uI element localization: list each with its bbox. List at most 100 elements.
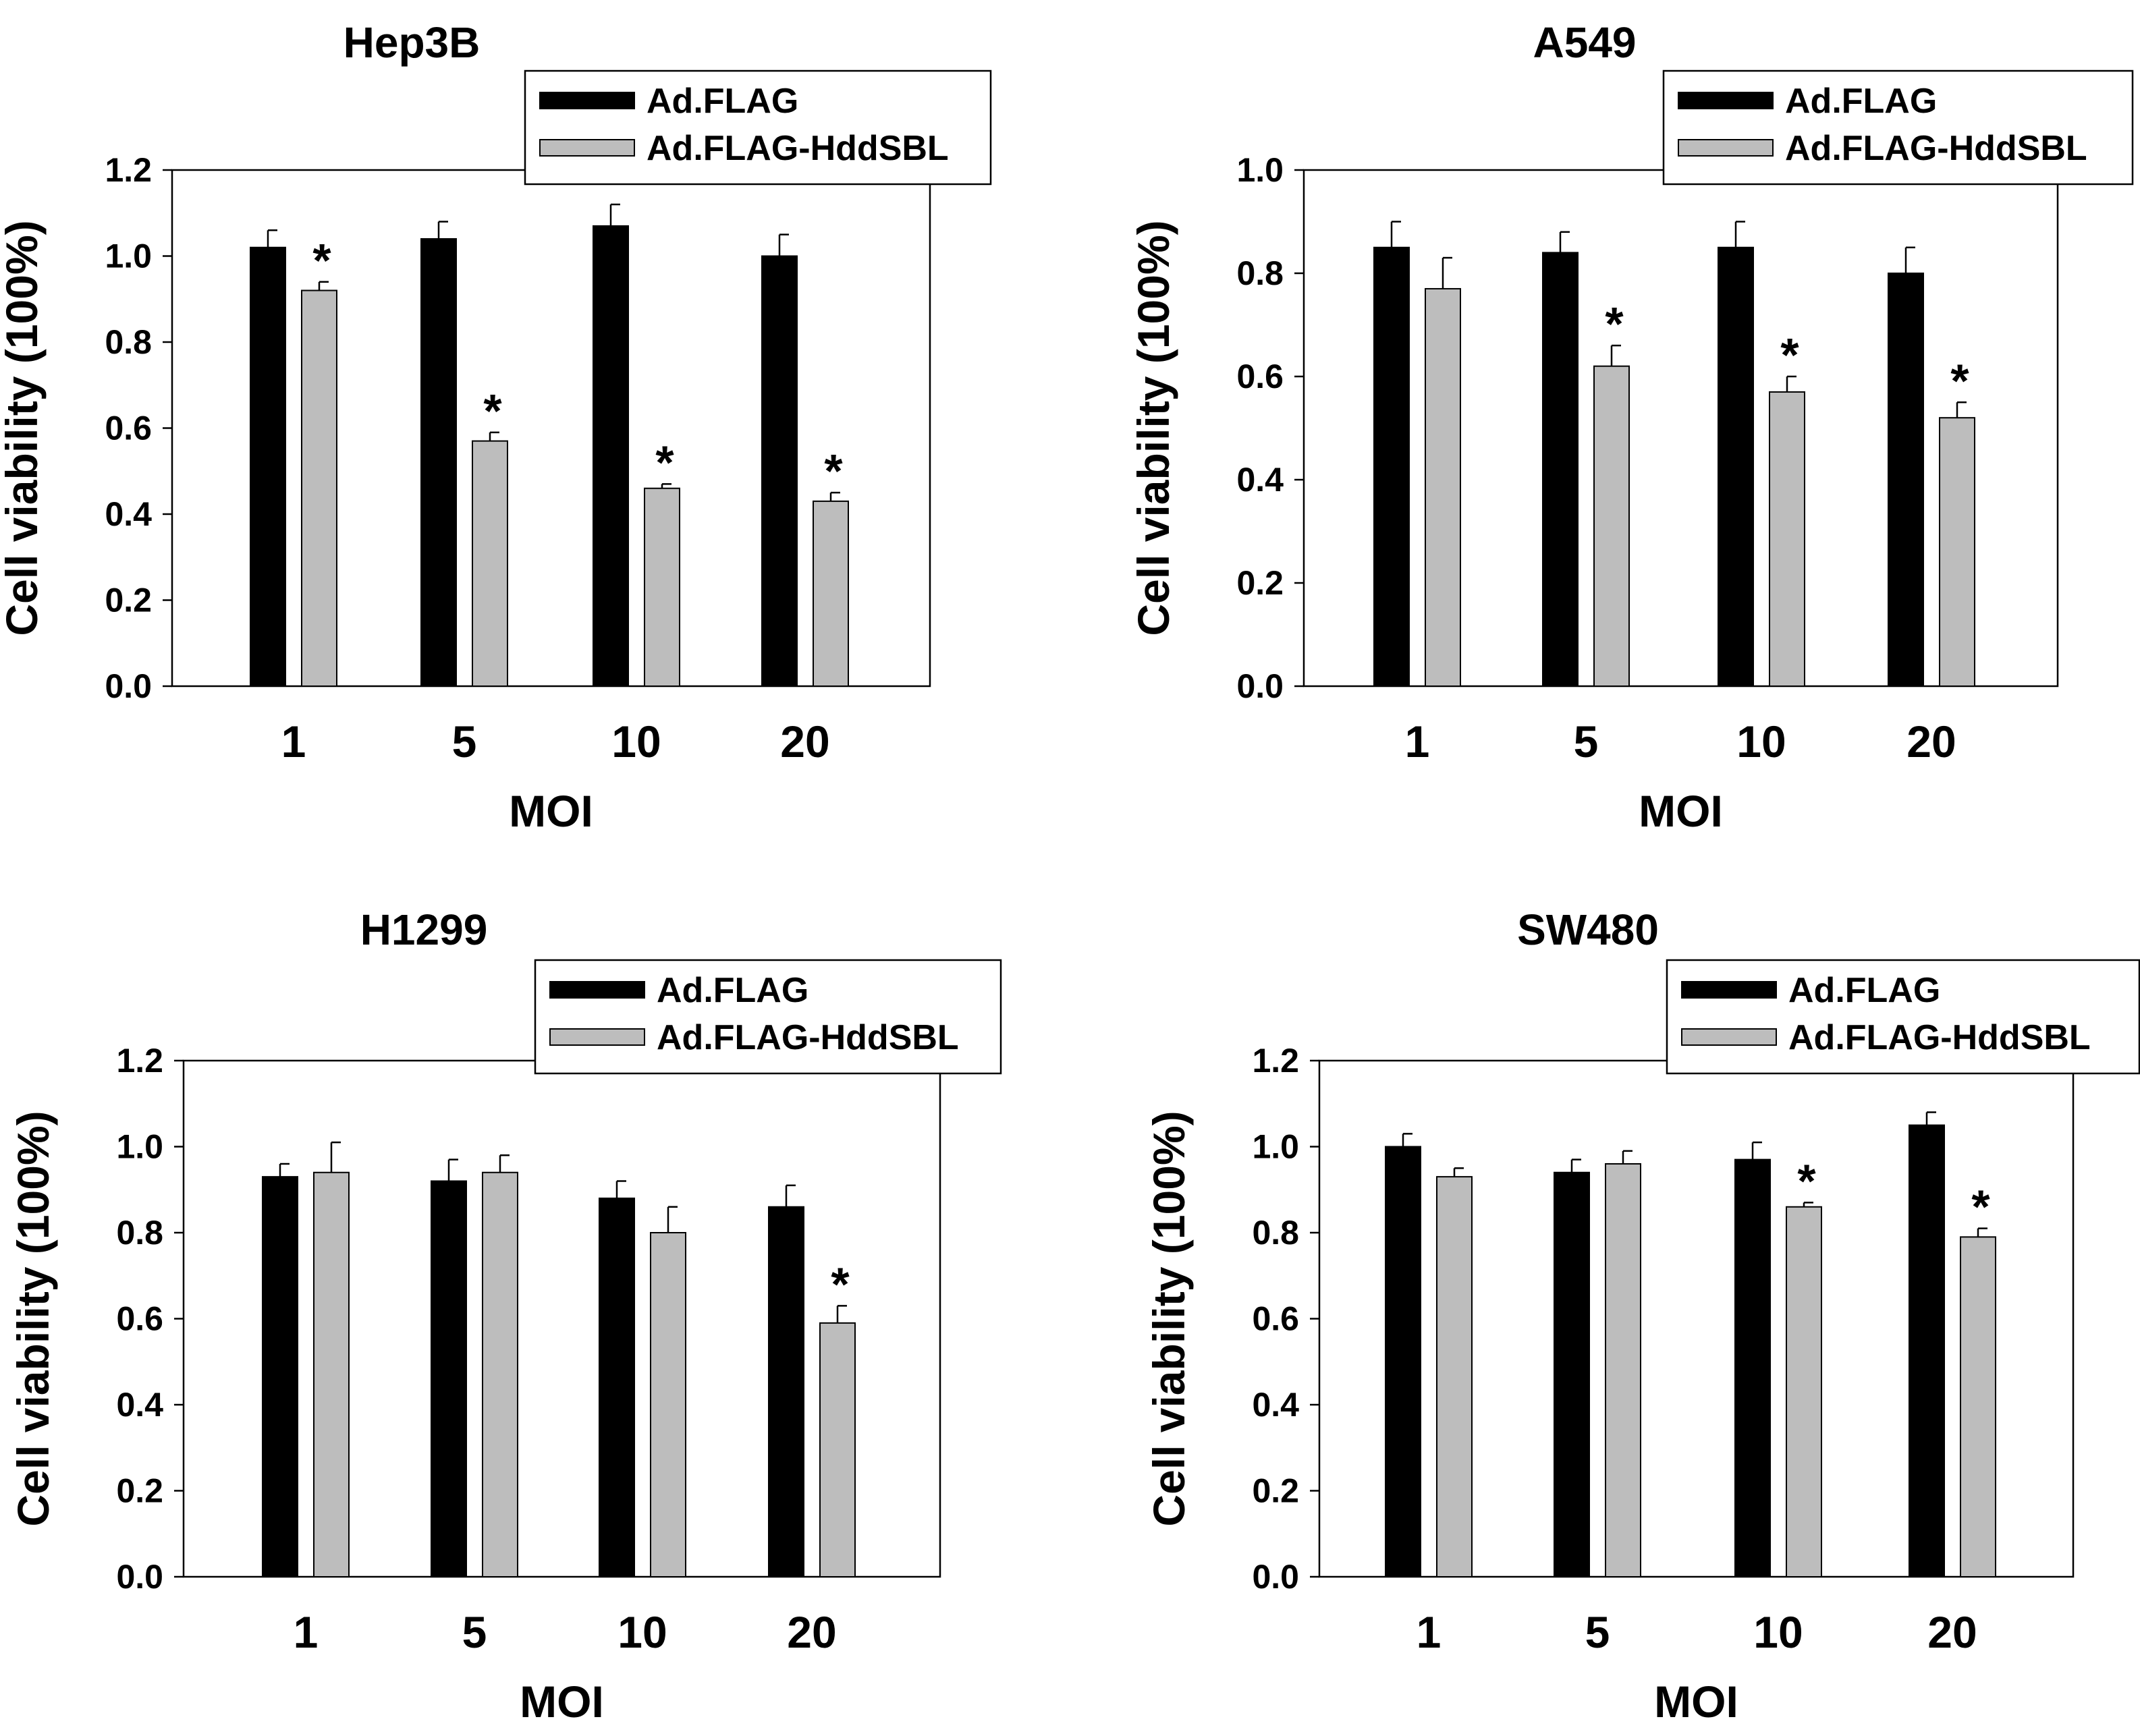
x-tick-label: 20 (780, 717, 829, 766)
bar-ad-flag (250, 246, 286, 687)
significance-star: * (1605, 298, 1624, 350)
bar-ad-flag (599, 1198, 635, 1577)
legend-label: Ad.FLAG (1788, 971, 1940, 1010)
y-tick-label: 0.6 (1252, 1300, 1299, 1338)
bar-ad-flag-hddsbl (482, 1171, 518, 1577)
bar-ad-flag-hddsbl (1436, 1176, 1473, 1577)
y-axis-title: Cell viability (100%) (1144, 1111, 1194, 1526)
legend-swatch (549, 1028, 645, 1046)
y-axis-title: Cell viability (100%) (1128, 220, 1178, 636)
y-tick-label: 0.6 (116, 1300, 163, 1338)
x-tick-label: 5 (452, 717, 477, 766)
x-tick-label: 1 (281, 717, 306, 766)
y-tick-label: 0.0 (105, 667, 152, 705)
x-tick-label: 1 (1417, 1607, 1442, 1657)
y-tick-label: 0.8 (1252, 1214, 1299, 1252)
legend-label: Ad.FLAG (647, 82, 798, 121)
bar-ad-flag (1542, 252, 1579, 687)
legend-label: Ad.FLAG-HddSBL (647, 129, 949, 168)
x-tick-label: 5 (1585, 1607, 1610, 1657)
chart-panel-a549: A549 0.0 0.2 0.4 0.6 0.8 1.0 Cell viability (10… (1128, 18, 2134, 836)
legend-label: Ad.FLAG-HddSBL (1788, 1018, 2091, 1057)
bar-ad-flag-hddsbl (1425, 287, 1461, 687)
y-tick-label: 0.2 (105, 582, 152, 619)
y-tick-label: 1.2 (116, 1042, 163, 1080)
bar-ad-flag-hddsbl (472, 440, 508, 687)
y-tick-label: 1.0 (1236, 151, 1284, 189)
y-tick-label: 0.2 (116, 1472, 163, 1510)
bar-ad-flag (761, 255, 798, 687)
y-tick-label: 0.8 (1236, 254, 1284, 292)
significance-star: * (831, 1258, 850, 1310)
x-tick-label: 20 (1906, 717, 1956, 766)
significance-star: * (1797, 1154, 1816, 1207)
y-axis-title: Cell viability (100%) (0, 220, 47, 636)
chart-title: SW480 (1517, 905, 1659, 954)
x-tick-label: 10 (611, 717, 661, 766)
y-tick-label: 0.2 (1252, 1472, 1299, 1510)
x-tick-label: 5 (1574, 717, 1599, 766)
legend-box (534, 959, 1002, 1075)
chart-title: A549 (1533, 18, 1637, 67)
bar-ad-flag (1718, 246, 1754, 687)
bar-ad-flag (1909, 1124, 1945, 1577)
bar-ad-flag-hddsbl (650, 1232, 686, 1577)
bar-ad-flag (768, 1206, 804, 1577)
bar-ad-flag (1373, 246, 1410, 687)
x-tick-label: 10 (1753, 1607, 1803, 1657)
legend-box (524, 69, 992, 186)
x-tick-label: 20 (787, 1607, 836, 1657)
y-axis-title: Cell viability (100%) (8, 1111, 58, 1526)
bar-ad-flag-hddsbl (1769, 391, 1805, 687)
bar-ad-flag (431, 1180, 467, 1577)
legend: Ad.FLAG Ad.FLAG-HddSBL (1662, 69, 2134, 186)
y-tick-label: 0.0 (116, 1558, 163, 1596)
legend: Ad.FLAG Ad.FLAG-HddSBL (524, 69, 992, 186)
bar-ad-flag (1888, 273, 1924, 687)
x-tick-label: 20 (1927, 1607, 1977, 1657)
bar-ad-flag-hddsbl (819, 1322, 856, 1577)
y-tick-label: 1.0 (116, 1128, 163, 1166)
legend-swatch (1678, 139, 1774, 157)
y-tick-label: 0.4 (1236, 461, 1284, 499)
legend-swatch (539, 139, 635, 157)
y-tick-label: 0.2 (1236, 564, 1284, 602)
chart-panel-sw480: SW480 0.0 0.2 0.4 0.6 0.8 1.0 1.2 Cell viability… (1144, 905, 2140, 1727)
bar-ad-flag (420, 238, 457, 687)
legend-swatch (1678, 92, 1774, 109)
y-tick-label: 0.6 (1236, 358, 1284, 395)
chart-panel-h1299: H1299 0.0 0.2 0.4 0.6 0.8 1.0 1.2 Cell viability… (8, 905, 1002, 1727)
significance-star: * (824, 445, 843, 497)
y-tick-label: 1.2 (105, 151, 152, 189)
y-tick-label: 0.4 (105, 495, 152, 533)
y-tick-label: 0.8 (105, 323, 152, 361)
bar-ad-flag (1385, 1146, 1421, 1577)
bar-ad-flag-hddsbl (813, 500, 849, 687)
y-tick-label: 1.2 (1252, 1042, 1299, 1080)
chart-title: Hep3B (344, 18, 481, 67)
bar-ad-flag-hddsbl (644, 487, 680, 687)
y-tick-label: 1.0 (1252, 1128, 1299, 1166)
bar-ad-flag (1734, 1158, 1771, 1577)
x-axis-title: MOI (1639, 786, 1723, 836)
chart-panel-hep3b: Hep3B 0.0 0.2 0.4 0.6 0.8 1.0 1.2 Cell viability… (0, 18, 992, 836)
significance-star: * (1780, 329, 1799, 381)
legend-swatch (549, 981, 645, 999)
bar-ad-flag-hddsbl (1593, 365, 1630, 687)
legend-box (1666, 959, 2140, 1075)
significance-star: * (312, 234, 331, 287)
x-tick-label: 10 (1736, 717, 1786, 766)
chart-title: H1299 (360, 905, 488, 954)
significance-star: * (1950, 354, 1969, 407)
y-tick-label: 0.4 (1252, 1386, 1299, 1424)
bar-ad-flag-hddsbl (301, 289, 337, 687)
x-tick-label: 1 (1405, 717, 1430, 766)
bar-ad-flag (1554, 1171, 1590, 1577)
x-axis-title: MOI (1654, 1677, 1738, 1727)
bar-ad-flag-hddsbl (1605, 1163, 1641, 1577)
legend-label: Ad.FLAG-HddSBL (1785, 129, 2087, 168)
significance-star: * (1971, 1181, 1990, 1233)
legend-label: Ad.FLAG-HddSBL (657, 1018, 959, 1057)
x-tick-label: 10 (618, 1607, 667, 1657)
